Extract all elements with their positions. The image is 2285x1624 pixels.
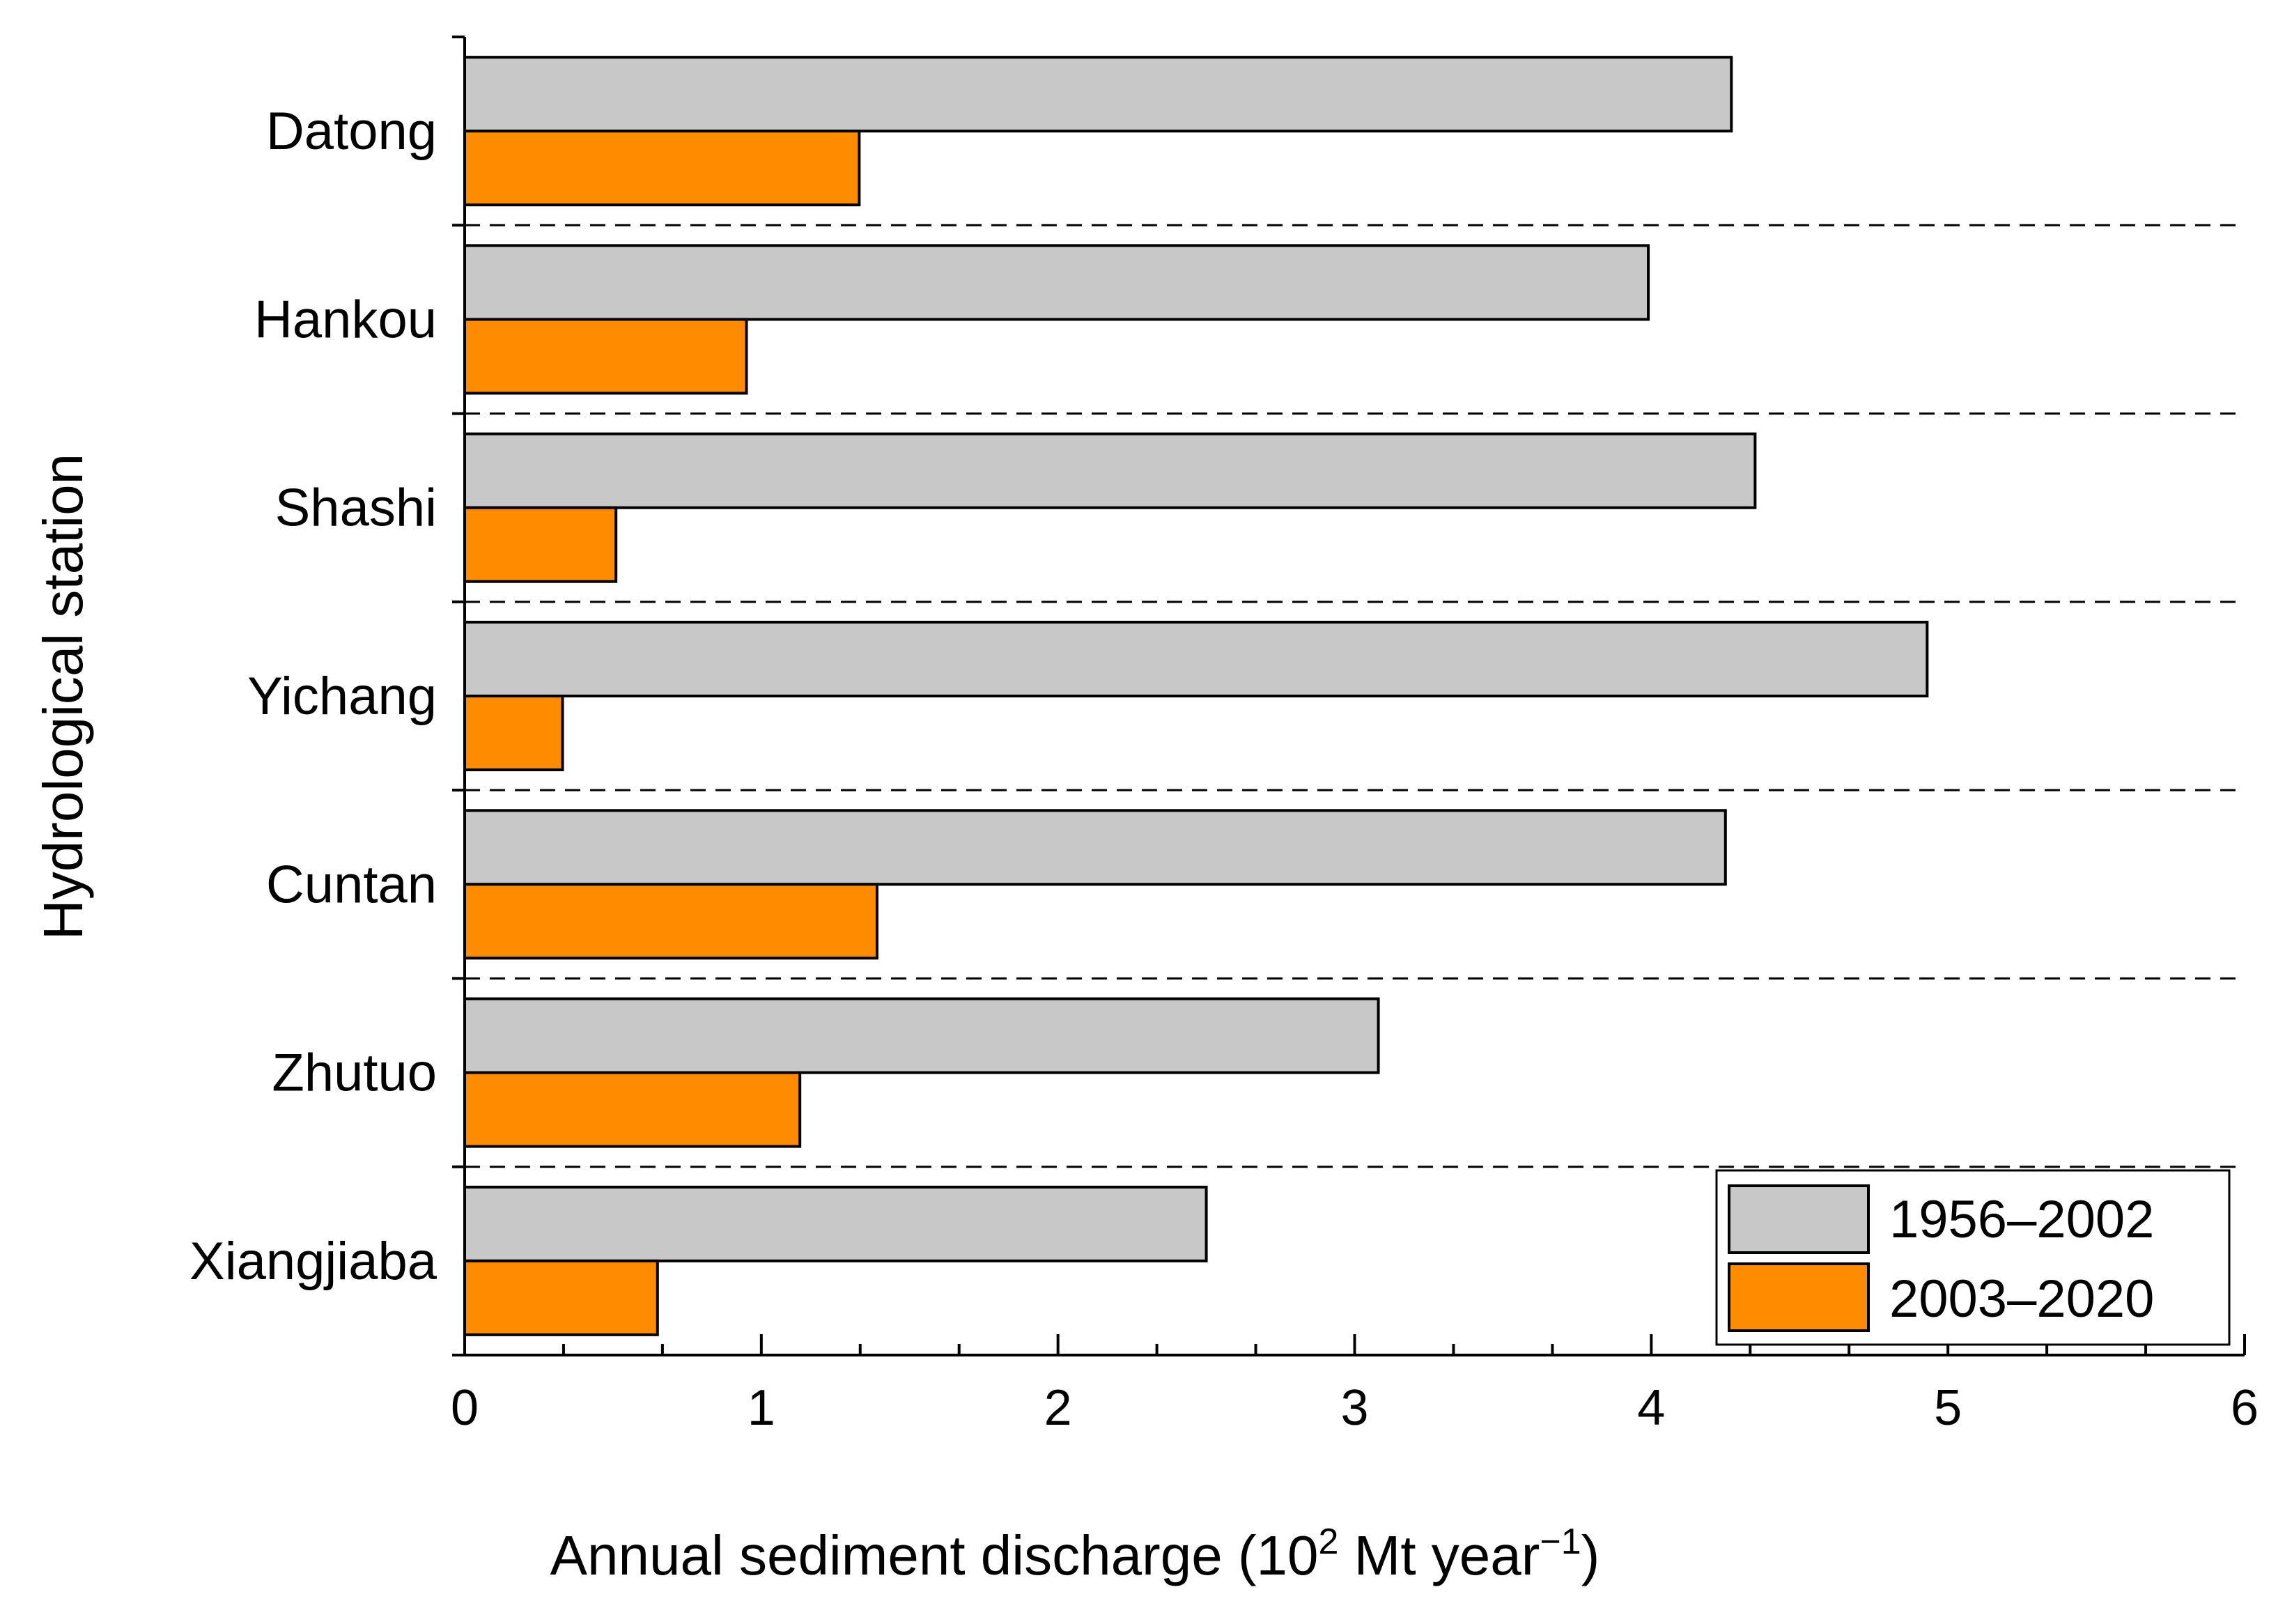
bar-yichang-1956-2002 [463, 621, 1929, 697]
category-label-zhutuo: Zhutuo [272, 1044, 437, 1103]
x-tick-label: 3 [1340, 1380, 1368, 1436]
bars [463, 56, 1929, 1336]
category-label-cuntan: Cuntan [266, 855, 437, 914]
category-label-xiangjiaba: Xiangjiaba [189, 1232, 437, 1291]
bar-hankou-1956-2002 [463, 244, 1650, 321]
category-label-hankou: Hankou [254, 290, 437, 349]
bar-zhutuo-1956-2002 [463, 997, 1380, 1074]
bar-xiangjiaba-2003-2020 [463, 1259, 659, 1336]
x-tick-label: 6 [2231, 1380, 2259, 1436]
x-tick-label: 1 [748, 1380, 775, 1436]
x-tick-label: 5 [1934, 1380, 1962, 1436]
x-tick-label: 4 [1637, 1380, 1665, 1436]
category-label-shashi: Shashi [275, 479, 437, 538]
bar-hankou-2003-2020 [463, 318, 748, 395]
x-ticks: 0 1 2 3 4 5 6 [451, 1334, 2259, 1436]
x-axis-title: Annual sediment discharge (102 Mt year−1… [550, 1522, 1600, 1586]
y-ticks: Datong Hankou Shashi Yichang Cuntan Zhutuo Xia… [189, 36, 465, 1356]
legend-label-1956-2002: 1956–2002 [1889, 1190, 2154, 1249]
y-axis-title: Hydrological station [32, 454, 94, 940]
bar-cuntan-2003-2020 [463, 883, 878, 960]
x-tick-label: 0 [451, 1380, 479, 1436]
category-label-yichang: Yichang [247, 667, 437, 726]
bar-yichang-2003-2020 [463, 695, 564, 771]
x-tick-label: 2 [1044, 1380, 1072, 1436]
legend-label-2003-2020: 2003–2020 [1889, 1269, 2154, 1329]
bar-zhutuo-2003-2020 [463, 1071, 802, 1148]
bar-shashi-2003-2020 [463, 506, 618, 583]
bar-datong-2003-2020 [463, 130, 861, 207]
legend-swatch-2003-2020 [1728, 1262, 1870, 1332]
category-separators [465, 224, 2245, 1168]
bar-xiangjiaba-1956-2002 [463, 1185, 1208, 1262]
legend-swatch-1956-2002 [1728, 1184, 1870, 1254]
legend: 1956–2002 2003–2020 [1715, 1169, 2231, 1346]
bar-datong-1956-2002 [463, 56, 1733, 133]
bar-cuntan-1956-2002 [463, 809, 1727, 886]
category-label-datong: Datong [266, 102, 437, 161]
bar-shashi-1956-2002 [463, 432, 1757, 509]
